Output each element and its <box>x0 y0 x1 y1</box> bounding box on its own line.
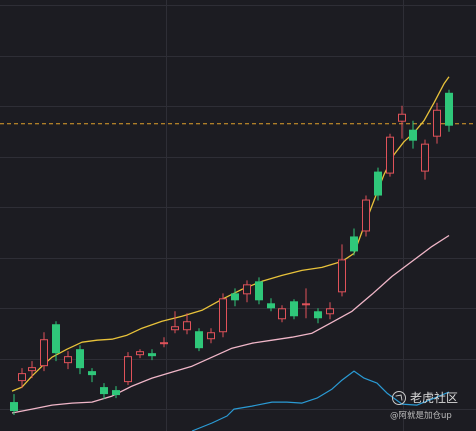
candle-body-up <box>398 113 406 122</box>
candle-body-down <box>52 324 60 354</box>
candle-body-up <box>278 308 286 320</box>
candle-body-down <box>290 301 298 317</box>
candle-body-down <box>267 303 275 309</box>
watermark-handle: @阿就是加仓up <box>390 411 452 421</box>
candle-body-down <box>231 293 239 301</box>
candle-body-down <box>195 331 203 349</box>
candle-body-up <box>243 284 251 295</box>
candle-body-up <box>326 308 334 315</box>
candle-body-up <box>124 356 132 383</box>
candle-body-down <box>445 92 453 126</box>
watermark: 老虎社区 @阿就是加仓up <box>390 389 468 425</box>
watermark-title: 老虎社区 <box>410 391 459 405</box>
candle-body-up <box>28 367 36 372</box>
moving-average-slow-line <box>11 234 450 414</box>
candle-body-down <box>76 349 84 369</box>
candle-body-up <box>219 298 227 333</box>
candle-body-down <box>314 311 322 319</box>
candle-body-down <box>148 353 156 357</box>
candle-body-down <box>350 236 358 252</box>
candle-body-up <box>171 326 179 331</box>
candle-body-down <box>255 281 263 301</box>
candle-body-up <box>160 342 168 345</box>
tiger-community-logo-icon <box>392 391 406 405</box>
candle-body-up <box>183 321 191 331</box>
candle-body-up <box>64 356 72 364</box>
candle-body-down <box>10 402 18 412</box>
candle-body-down <box>100 387 108 395</box>
candle-body-down <box>374 171 382 196</box>
candle-body-up <box>386 136 394 174</box>
candle-body-up <box>18 373 26 382</box>
candle-body-up <box>421 143 429 172</box>
candle-body-up <box>207 332 215 340</box>
candle-body-down <box>409 129 417 141</box>
candle-body-up <box>40 339 48 367</box>
candle-body-up <box>362 199 370 232</box>
candle-body-up <box>433 109 441 137</box>
candle-body-down <box>112 390 120 396</box>
moving-average-fast-line <box>11 76 450 392</box>
candle-body-up <box>338 259 346 293</box>
candle-body-up <box>136 351 144 356</box>
candle-body-down <box>88 371 96 376</box>
candle-body-up <box>302 303 310 306</box>
